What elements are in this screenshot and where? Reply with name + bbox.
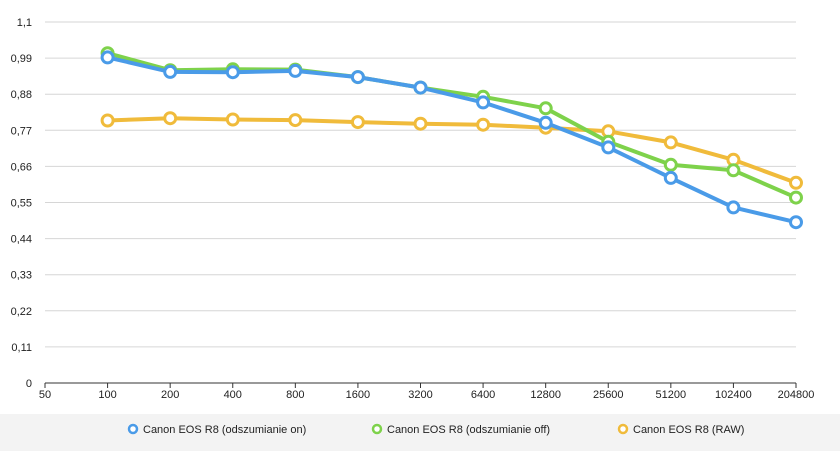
y-tick-label: 0 (26, 378, 32, 390)
data-point (789, 215, 803, 230)
x-tick-label: 800 (286, 389, 304, 401)
data-point (288, 113, 303, 128)
data-point (789, 190, 803, 205)
data-point (350, 115, 365, 130)
data-point (350, 70, 365, 85)
data-point (288, 63, 303, 78)
x-axis: 50 100 200 400 800 1600 3200 6400 12800 25600 5120… (39, 383, 814, 401)
y-tick-label: 0,22 (11, 306, 32, 318)
data-point (538, 115, 553, 130)
data-point (225, 112, 240, 127)
y-tick-label: 0,11 (11, 342, 32, 354)
legend-item: Canon EOS R8 (odszumianie off) (371, 423, 550, 436)
data-point (726, 163, 741, 178)
data-point (538, 101, 553, 116)
x-tick-label: 400 (224, 389, 242, 401)
data-point (413, 116, 428, 131)
data-point (789, 175, 803, 190)
y-tick-label: 0,99 (11, 53, 32, 65)
x-tick-label: 25600 (593, 389, 624, 401)
y-tick-label: 0,88 (11, 89, 32, 101)
legend-band (0, 414, 840, 451)
data-point (163, 111, 178, 126)
data-point (663, 135, 678, 150)
x-tick-label: 51200 (656, 389, 687, 401)
legend: Canon EOS R8 (odszumianie on) Canon EOS R… (127, 423, 744, 436)
data-point (163, 64, 178, 79)
x-tick-label: 3200 (408, 389, 432, 401)
data-point (663, 170, 678, 185)
series-line (105, 116, 798, 185)
legend-marker (127, 423, 139, 435)
y-tick-label: 0,44 (11, 234, 32, 246)
series-line (105, 55, 798, 225)
x-tick-label: 12800 (530, 389, 561, 401)
legend-item: Canon EOS R8 (RAW) (617, 423, 744, 436)
data-point (663, 157, 678, 172)
series-line (105, 51, 798, 200)
y-tick-label: 0,55 (11, 198, 32, 210)
x-tick-label: 1600 (346, 389, 370, 401)
gridlines (45, 21, 796, 384)
x-tick-label: 100 (98, 389, 116, 401)
legend-item: Canon EOS R8 (odszumianie on) (127, 423, 306, 436)
data-point (476, 117, 491, 132)
data-point (601, 140, 616, 155)
y-tick-label: 0,66 (11, 161, 32, 173)
y-axis: 0 0,11 0,22 0,33 0,44 0,55 0,66 0,77 0,88 0,99 1,1 (11, 17, 32, 390)
data-point (726, 200, 741, 215)
y-tick-label: 0,33 (11, 270, 32, 282)
legend-label: Canon EOS R8 (odszumianie on) (143, 424, 306, 436)
x-tick-label: 102400 (715, 389, 752, 401)
legend-marker (617, 423, 629, 435)
data-point (100, 113, 115, 128)
data-point (476, 95, 491, 110)
data-point (225, 65, 240, 80)
series-3 (100, 111, 803, 190)
y-tick-label: 1,1 (17, 17, 32, 29)
x-tick-label: 200 (161, 389, 179, 401)
legend-label: Canon EOS R8 (odszumianie off) (387, 424, 550, 436)
data-point (413, 80, 428, 95)
series-layer (100, 46, 803, 230)
series-1 (100, 50, 803, 230)
x-tick-label: 50 (39, 389, 51, 401)
legend-label: Canon EOS R8 (RAW) (633, 424, 744, 436)
x-tick-label: 204800 (778, 389, 815, 401)
x-tick-label: 6400 (471, 389, 495, 401)
data-point (100, 50, 115, 65)
legend-marker (371, 423, 383, 435)
y-tick-label: 0,77 (11, 125, 32, 137)
